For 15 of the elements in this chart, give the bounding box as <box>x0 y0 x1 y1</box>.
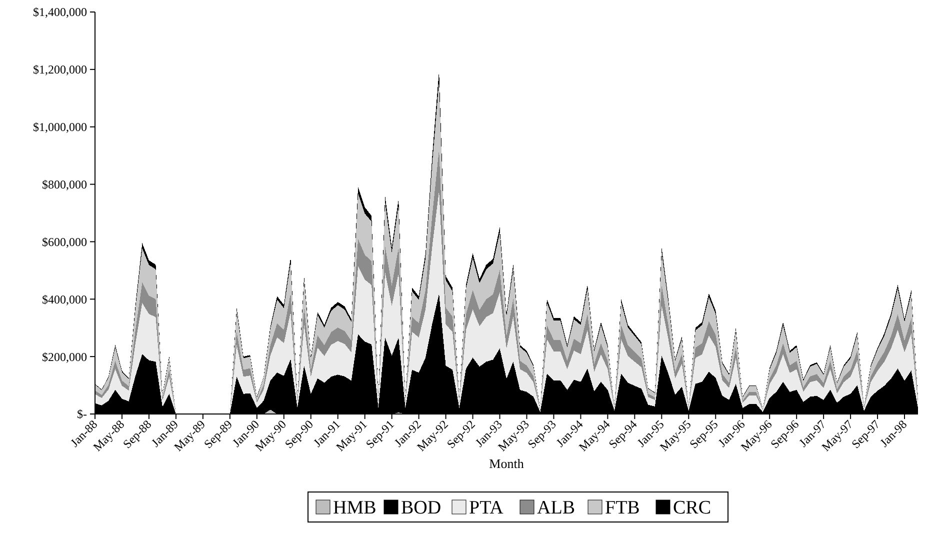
y-tick-label: $600,000 <box>42 234 87 249</box>
legend-label: BOD <box>401 498 442 519</box>
y-tick-label: $1,400,000 <box>33 5 87 20</box>
y-tick-label: $- <box>77 407 87 422</box>
legend-label: HMB <box>333 498 376 519</box>
y-tick-label: $1,000,000 <box>33 120 87 134</box>
x-axis-title: Month <box>489 456 524 471</box>
y-tick-label: $1,200,000 <box>33 62 87 77</box>
y-tick-label: $800,000 <box>42 177 87 192</box>
legend-label: ALB <box>537 498 575 519</box>
y-tick-label: $400,000 <box>42 292 87 306</box>
legend-label: FTB <box>605 498 640 519</box>
legend-label: PTA <box>469 498 504 519</box>
y-tick-label: $200,000 <box>42 350 87 364</box>
legend-label: CRC <box>673 498 712 519</box>
